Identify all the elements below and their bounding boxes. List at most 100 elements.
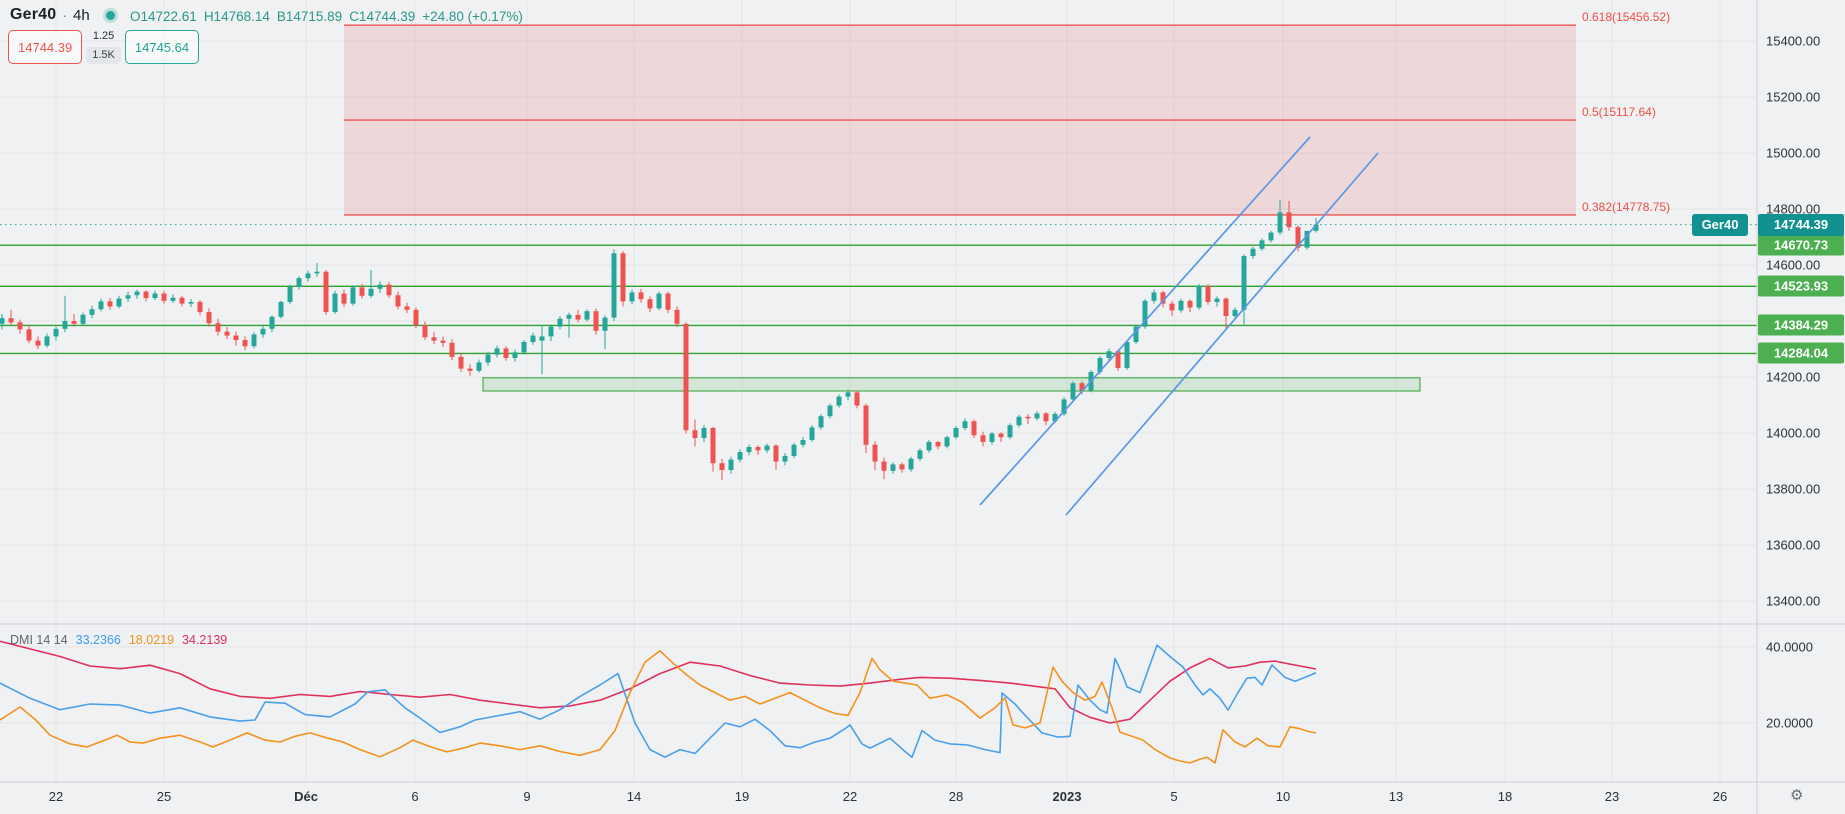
- time-axis-label: 6: [411, 789, 419, 804]
- trend-line[interactable]: [979, 136, 1311, 506]
- candle-body: [764, 445, 770, 451]
- candle-body: [584, 311, 590, 320]
- candle-body: [1124, 342, 1130, 369]
- candle-body: [692, 430, 698, 439]
- price-axis-label: 13600.00: [1766, 537, 1821, 553]
- candle-body: [1304, 230, 1310, 248]
- trend-line[interactable]: [1065, 152, 1379, 516]
- candle-body: [260, 328, 266, 335]
- candle-body: [116, 298, 122, 307]
- candle-body: [530, 335, 536, 342]
- time-axis-label: 18: [1497, 789, 1513, 804]
- candle-body: [251, 334, 257, 347]
- price-axis-label: 15400.00: [1766, 33, 1821, 49]
- fib-level-label: 0.5(15117.64): [1582, 105, 1656, 120]
- candle-body: [1070, 383, 1076, 400]
- candle-body: [80, 314, 86, 324]
- candle-body: [233, 335, 239, 341]
- candle-body: [512, 352, 518, 358]
- candle-body: [1268, 232, 1274, 241]
- candle-body: [989, 433, 995, 442]
- spread-column: 1.25 1.5K: [86, 30, 121, 64]
- level-price-badge: 14284.04: [1758, 342, 1844, 364]
- candle-body: [224, 331, 230, 336]
- green-zone[interactable]: [482, 377, 1421, 392]
- level-price-badge: 14523.93: [1758, 275, 1844, 297]
- sell-button[interactable]: 14744.39: [8, 30, 83, 64]
- dmi-title[interactable]: DMI 14 14: [10, 633, 68, 647]
- candle-body: [944, 437, 950, 447]
- candle-body: [962, 421, 968, 428]
- ohlc-change: +24.80 (+0.17%): [422, 9, 523, 24]
- candle-body: [35, 340, 41, 346]
- candle-body: [836, 396, 842, 406]
- candle-body: [359, 287, 365, 296]
- candle-body: [674, 309, 680, 324]
- candle-body: [1052, 413, 1058, 422]
- time-axis-label: 23: [1604, 789, 1620, 804]
- candle-body: [521, 342, 527, 353]
- candle-body: [755, 447, 761, 451]
- candle-body: [845, 392, 851, 397]
- level-price-badge: 14384.29: [1758, 314, 1844, 336]
- candle-body: [1133, 326, 1139, 342]
- candle-body: [332, 293, 338, 313]
- candle-body: [269, 316, 275, 329]
- candle-body: [1025, 416, 1031, 419]
- ohlc-high: H14768.14: [203, 9, 270, 24]
- candle-body: [602, 317, 608, 331]
- candle-body: [107, 301, 113, 307]
- candle-body: [1295, 227, 1301, 248]
- candle-body: [1142, 300, 1148, 327]
- time-axis-label: 14: [626, 789, 642, 804]
- time-axis-label: 2023: [1052, 789, 1082, 804]
- candle-body: [8, 318, 14, 323]
- time-axis-label: Déc: [294, 789, 318, 804]
- price-axis-label: 15000.00: [1766, 145, 1821, 161]
- symbol-header[interactable]: Ger40 · 4h: [10, 6, 115, 24]
- candle-body: [341, 293, 347, 304]
- candle-body: [215, 323, 221, 332]
- candle-body: [413, 309, 419, 326]
- candle-body: [1196, 286, 1202, 308]
- candle-body: [557, 318, 563, 327]
- price-axis-label: 14800.00: [1766, 201, 1821, 217]
- candle-body: [872, 444, 878, 462]
- symbol-name[interactable]: Ger40: [10, 6, 57, 23]
- buy-button[interactable]: 14745.64: [124, 30, 200, 64]
- candle-body: [782, 455, 788, 462]
- candle-body: [791, 444, 797, 456]
- candle-body: [89, 309, 95, 315]
- candle-body: [368, 288, 374, 296]
- timeframe-label[interactable]: 4h: [73, 6, 90, 24]
- price-axis-label: 15200.00: [1766, 89, 1821, 105]
- candle-body: [1115, 351, 1121, 369]
- gear-icon[interactable]: ⚙: [1790, 787, 1804, 804]
- ohlc-open: O14722.61: [130, 9, 197, 24]
- candle-body: [395, 295, 401, 307]
- dmi-adx-value: 34.2139: [182, 633, 228, 647]
- time-axis-label: 22: [48, 789, 64, 804]
- candle-body: [206, 312, 212, 324]
- candle-body: [710, 427, 716, 464]
- candle-body: [98, 301, 104, 310]
- candle-body: [476, 362, 482, 371]
- time-axis-label: 26: [1712, 789, 1728, 804]
- candle-body: [773, 445, 779, 462]
- candle-body: [125, 295, 131, 299]
- candle-body: [377, 284, 383, 289]
- candle-body: [161, 293, 167, 301]
- candle-body: [1007, 425, 1013, 438]
- candle-body: [134, 291, 140, 296]
- time-axis-label: 13: [1388, 789, 1404, 804]
- candle-body: [1259, 240, 1265, 249]
- candle-body: [881, 461, 887, 471]
- dmi-indicator-header[interactable]: DMI 14 14 33.2366 18.0219 34.2139: [10, 633, 235, 647]
- spread-value: 1.25: [92, 30, 115, 42]
- candle-body: [863, 405, 869, 445]
- candle-body: [854, 392, 860, 406]
- candle-body: [926, 441, 932, 451]
- candle-body: [242, 340, 248, 347]
